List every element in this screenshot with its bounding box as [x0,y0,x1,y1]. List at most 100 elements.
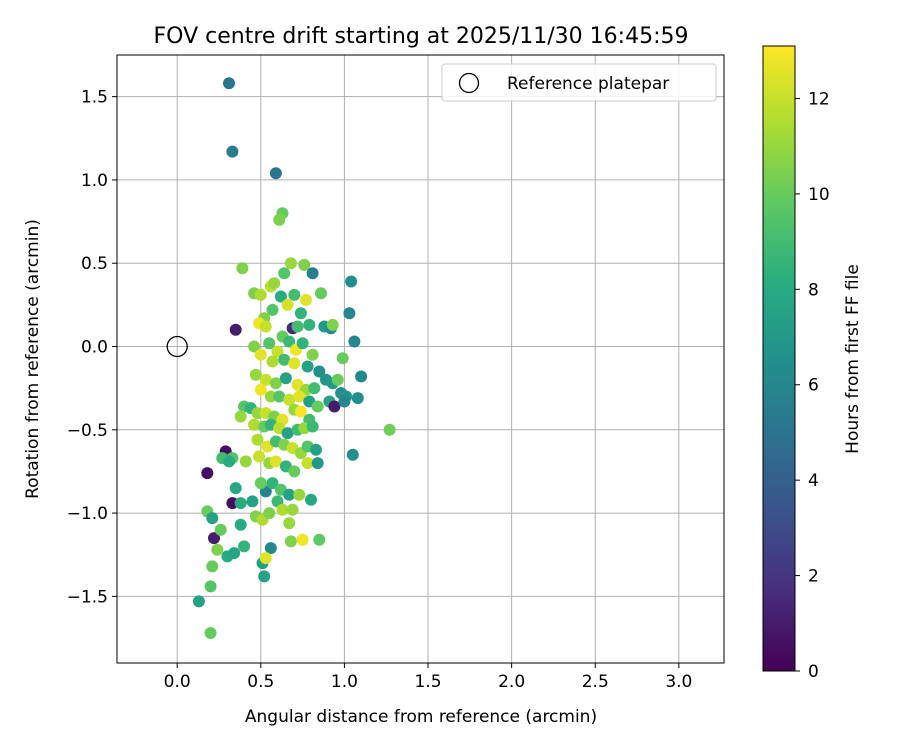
data-point [284,535,297,548]
y-axis-label: Rotation from reference (arcmin) [23,219,43,499]
data-point [229,323,242,336]
x-tick-label: 1.0 [331,672,358,692]
data-point [201,467,214,480]
data-point [326,318,339,331]
data-point [259,373,272,386]
colorbar-tick-label: 6 [808,376,819,396]
data-point [258,570,271,583]
data-point [301,360,314,373]
data-point [278,267,291,280]
data-point [310,443,322,456]
data-point [288,357,301,370]
y-tick-label: 0.0 [81,338,108,358]
data-point [264,390,277,403]
y-tick-label: 1.0 [81,171,108,191]
y-tick-label: −0.5 [67,421,108,441]
colorbar-tick-label: 8 [808,280,819,300]
data-point [283,393,296,406]
data-point [273,390,286,403]
data-point [274,290,287,303]
data-points [192,77,396,639]
reference-layer [166,335,188,358]
colorbar-tick-label: 0 [808,662,819,682]
data-point [294,405,307,418]
data-point [284,257,297,270]
data-point [254,477,267,490]
data-point [306,267,319,280]
data-point [223,77,235,90]
data-point [313,533,326,546]
legend-marker-reference [458,72,480,94]
x-tick-label: 0.0 [164,672,191,692]
data-point [254,288,267,301]
data-point [234,518,247,531]
data-point [254,348,267,361]
legend-label-reference: Reference platepar [507,74,669,94]
colorbar-ticks: 0 2 4 6 8 10 12 [795,89,830,682]
data-point [286,503,299,516]
data-point [273,213,286,226]
x-tick-label: 1.5 [415,672,442,692]
data-point [259,552,272,565]
data-point [263,507,276,520]
data-point [328,400,341,413]
data-point [249,368,262,381]
data-point [266,355,279,368]
data-point [288,288,301,301]
colorbar-tick-label: 12 [808,89,830,109]
y-axis-ticks: −1.5 −1.0 −0.5 0.0 0.5 1.0 1.5 [67,88,117,607]
grid [117,55,724,663]
data-point [300,293,312,306]
data-point [214,523,227,536]
colorbar: 0 2 4 6 8 10 12 Hours from first FF file [762,45,863,682]
data-point [283,488,296,501]
data-point [311,457,324,470]
data-point [343,307,356,320]
data-point [355,370,368,383]
data-point [303,318,316,331]
x-tick-label: 2.0 [498,672,525,692]
data-point [293,390,306,403]
data-point [259,320,272,333]
data-point [279,372,292,385]
data-point [348,335,361,348]
data-point [306,348,319,361]
data-point [239,455,252,468]
data-point [248,340,261,353]
data-point [338,395,351,408]
data-point [291,320,304,333]
data-point [251,407,264,420]
x-tick-label: 3.0 [665,672,692,692]
data-point [281,298,294,311]
data-point [226,145,239,158]
data-point [238,540,251,553]
data-point [293,488,306,501]
data-point [271,345,284,358]
y-tick-label: −1.0 [67,504,108,524]
data-point [204,627,217,639]
data-point [301,457,314,470]
plot-frame [116,54,725,664]
data-point [311,400,324,413]
data-point [208,532,220,545]
data-point [234,497,247,510]
data-point [346,448,359,461]
colorbar-tick-label: 4 [808,471,819,491]
data-point [253,450,266,463]
data-point [229,482,242,495]
data-point [296,337,309,350]
data-point [278,353,291,366]
colorbar-tick-label: 2 [808,567,819,587]
data-point [223,455,235,468]
data-point [298,258,311,271]
data-point [308,382,321,395]
colorbar-gradient [762,45,796,672]
data-point [283,517,296,530]
legend: Reference platepar [441,63,717,102]
data-point [383,423,396,436]
data-point [226,497,239,510]
data-point [269,455,282,468]
data-point [315,287,327,300]
data-point [306,420,319,433]
